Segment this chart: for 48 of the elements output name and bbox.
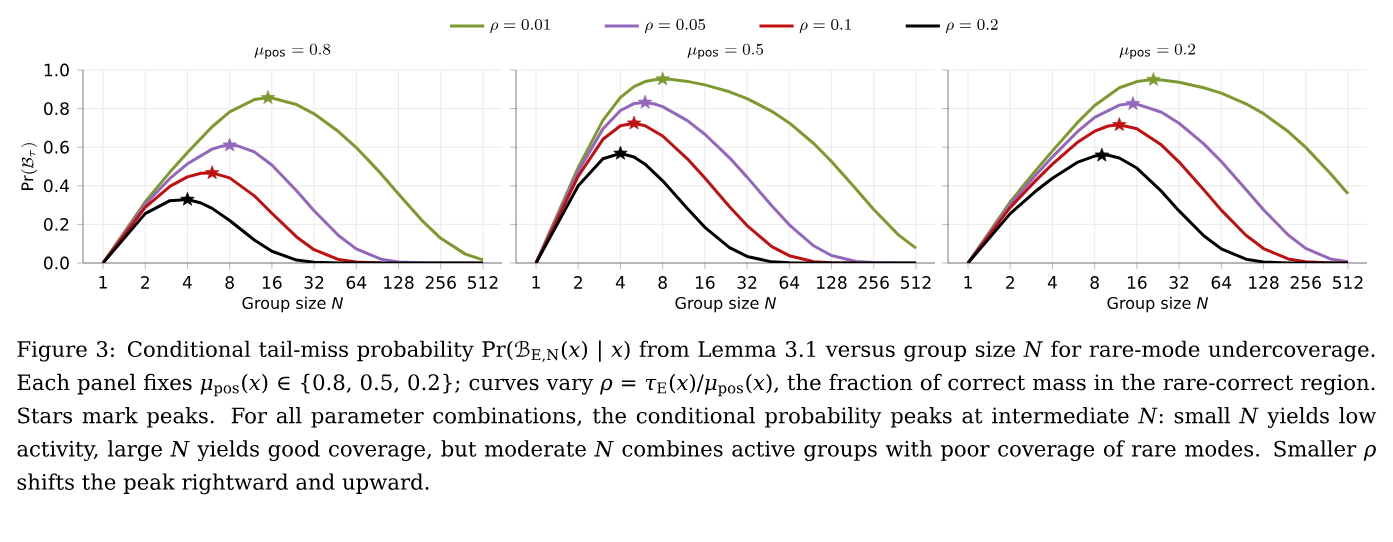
legend-label: $\rho = 0.05$ <box>644 19 706 34</box>
x-tick-label: 256 <box>1290 276 1321 289</box>
x-tick-label: 2 <box>574 276 582 289</box>
chart-title: $\mu_{\mathrm{pos}} = 0.5$ <box>687 43 764 59</box>
x-axis-title: Group size N <box>675 296 777 313</box>
y-tick-label: 1.0 <box>44 63 69 77</box>
x-tick-label: 64 <box>1211 276 1232 289</box>
x-tick-label: 256 <box>858 276 889 289</box>
legend-label: $\rho = 0.1$ <box>799 19 851 34</box>
chart-title: $\mu_{\mathrm{pos}} = 0.8$ <box>254 43 331 59</box>
x-tick-label: 32 <box>737 276 757 289</box>
x-tick-label: 128 <box>384 276 414 289</box>
x-tick-label: 32 <box>304 276 324 289</box>
x-tick-label: 128 <box>817 276 847 289</box>
x-tick-label: 4 <box>615 276 625 289</box>
x-tick-label: 64 <box>346 276 367 289</box>
x-tick-label: 64 <box>779 276 800 289</box>
x-tick-label: 8 <box>225 276 234 289</box>
x-tick-label: 32 <box>1169 276 1189 289</box>
y-tick-label: 0.8 <box>44 102 69 116</box>
x-tick-label: 2 <box>141 276 149 289</box>
x-tick-label: 8 <box>1090 276 1099 289</box>
x-tick-label: 4 <box>1047 276 1057 289</box>
text: Figure 3: Conditional tail-miss probability Pr(ℬ$_{E,N}$(x) | x) from Lemma 3.1 versus group size N for rare-mode undercoverage. Each panel fixes μ$_{pos}$(x) ∈ {0.8, 0.5, 0.2}; curves vary ρ = τ$_{E}$(x)/μ$_{pos}$(x), the fraction of correct mass in the rare-correct region. Stars mark peaks. For all parameter combinations, the conditional probability peaks at intermediate N: small N yields low activity, large N yields good coverage, but moderate N combines active groups with poor coverage of rare modes. Smaller ρ shifts the peak rightward and upward. <box>17 340 1377 495</box>
chart-title: $\mu_{\mathrm{pos}} = 0.2$ <box>1119 43 1196 59</box>
x-tick-label: 256 <box>425 276 456 289</box>
x-tick-label: 1 <box>99 276 107 289</box>
x-axis-title: Group size N <box>1107 296 1209 313</box>
x-tick-label: 2 <box>1006 276 1014 289</box>
y-tick-label: 0.6 <box>44 140 69 154</box>
y-tick-label: 0.4 <box>44 179 69 193</box>
x-tick-label: 4 <box>182 276 192 289</box>
x-tick-label: 16 <box>262 276 282 289</box>
x-tick-label: 512 <box>1333 276 1363 289</box>
x-axis-title: Group size N <box>242 296 343 313</box>
legend-label: $\rho = 0.2$ <box>945 19 998 34</box>
y-axis-title: $\mathrm{Pr}(\mathcal{B}_{\tau})$ <box>21 143 38 190</box>
x-tick-label: 128 <box>1249 276 1279 289</box>
x-tick-label: 512 <box>901 276 931 289</box>
x-tick-label: 16 <box>1127 276 1147 289</box>
y-tick-label: 0.2 <box>44 217 69 231</box>
x-tick-label: 1 <box>964 276 972 289</box>
legend-label: $\rho = 0.01$ <box>490 19 550 34</box>
y-tick-label: 0.0 <box>44 256 69 270</box>
x-tick-label: 8 <box>658 276 667 289</box>
x-tick-label: 1 <box>532 276 540 289</box>
x-tick-label: 16 <box>695 276 715 289</box>
x-tick-label: 512 <box>468 276 498 289</box>
